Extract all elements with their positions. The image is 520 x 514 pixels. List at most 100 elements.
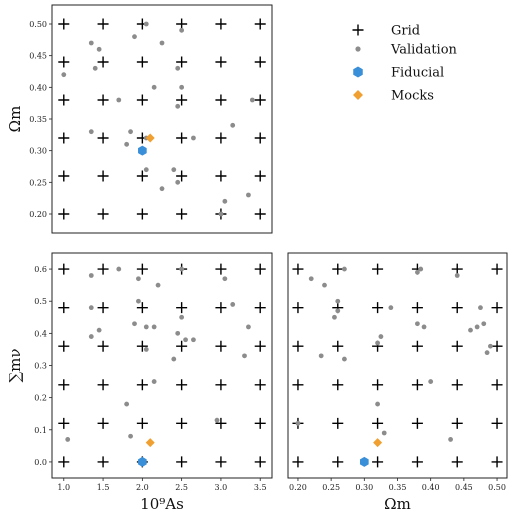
validation-point (179, 314, 185, 320)
validation-point (96, 46, 102, 52)
validation-point (96, 327, 102, 333)
validation-point (335, 298, 341, 304)
grid-point (372, 456, 384, 468)
grid-point (136, 94, 148, 106)
grid-point (254, 263, 266, 275)
grid-point (451, 263, 463, 275)
grid-point (332, 340, 344, 352)
validation-point (151, 324, 157, 330)
grid-point (352, 24, 364, 36)
grid-point (491, 456, 503, 468)
validation-point (88, 334, 94, 339)
validation-point (474, 324, 480, 330)
grid-point (254, 340, 266, 352)
validation-point (124, 401, 130, 407)
grid-point (97, 456, 109, 468)
validation-point (88, 129, 94, 135)
grid-point (254, 170, 266, 182)
validation-point (428, 379, 434, 384)
grid-point (215, 417, 227, 429)
y-tick-label: 0.4 (34, 329, 47, 338)
legend-validation-marker (355, 46, 361, 52)
validation-point (454, 273, 460, 278)
x-tick-label: 2.0 (136, 483, 149, 492)
grid-point (97, 340, 109, 352)
validation-point (342, 356, 347, 362)
validation-point (128, 129, 133, 135)
mocks-point (145, 438, 155, 448)
grid-point (411, 456, 423, 468)
y-tick-label: 0.2 (34, 394, 47, 403)
validation-point (92, 65, 98, 71)
grid-point (97, 94, 109, 106)
validation-point (378, 334, 384, 339)
grid-point (332, 456, 344, 468)
grid-point (58, 132, 70, 144)
validation-point (214, 417, 220, 423)
x-tick-label: 3.5 (254, 483, 267, 492)
validation-point (175, 103, 181, 109)
x-tick-label: 1.0 (57, 483, 70, 492)
panel-as-mnu: 0.0 0.1 0.2 0.3 0.4 0.5 0.6 1.0 1.5 2.0 2.5 3.0 3.5 1… (6, 252, 273, 513)
grid-point (451, 456, 463, 468)
x-tick-label: 0.30 (355, 483, 373, 492)
grid-point (215, 56, 227, 68)
grid-point (176, 170, 188, 182)
x-tick-label: 3.0 (215, 483, 228, 492)
validation-point (159, 186, 165, 192)
grid-point (215, 132, 227, 144)
validation-point (421, 324, 427, 330)
validation-point (136, 298, 141, 304)
grid-point (136, 56, 148, 68)
grid-point (58, 456, 70, 468)
y-tick-label: 0.5 (34, 297, 47, 306)
grid-point (215, 263, 227, 275)
validation-point (388, 305, 394, 311)
legend-label: Mocks (391, 89, 434, 104)
validation-point (116, 266, 122, 272)
grid-point (451, 417, 463, 429)
validation-point (116, 97, 122, 103)
y-tick-label: 0.50 (29, 20, 47, 29)
panel-as-omegam: 0.20 0.25 0.30 0.35 0.40 0.45 0.50 Ωm (6, 4, 273, 234)
grid-point (254, 56, 266, 68)
validation-point (335, 308, 341, 314)
validation-point (159, 40, 165, 46)
y-axis-label: Ωm (6, 106, 24, 133)
fiducial-point (138, 456, 147, 467)
grid-point (254, 132, 266, 144)
grid-point (491, 417, 503, 429)
grid-point (254, 417, 266, 429)
mocks-point (145, 133, 155, 143)
grid-point (97, 132, 109, 144)
validation-point (88, 305, 94, 311)
grid-point (254, 94, 266, 106)
validation-point (308, 276, 314, 282)
grid-point (292, 302, 304, 314)
grid-point (491, 340, 503, 352)
grid-point (176, 56, 188, 68)
validation-point (132, 34, 137, 40)
x-tick-label: 0.25 (322, 483, 340, 492)
legend-label: Validation (390, 43, 458, 58)
validation-point (246, 324, 251, 330)
validation-point (415, 321, 420, 327)
grid-point (58, 208, 70, 220)
grid-point (215, 94, 227, 106)
grid-point (451, 340, 463, 352)
validation-point (478, 305, 483, 311)
validation-point (151, 84, 157, 90)
legend-label: Fiducial (391, 66, 444, 81)
grid-point (176, 94, 188, 106)
validation-point (418, 266, 424, 272)
validation-point (175, 179, 181, 185)
validation-point (143, 347, 149, 352)
legend: Grid Validation Fiducial Mocks (352, 24, 458, 104)
grid-point (292, 263, 304, 275)
validation-point (191, 337, 196, 343)
grid-point (292, 456, 304, 468)
grid-point (58, 379, 70, 391)
grid-point (97, 302, 109, 314)
validation-point (230, 122, 236, 128)
y-tick-label: 0.3 (34, 362, 47, 371)
